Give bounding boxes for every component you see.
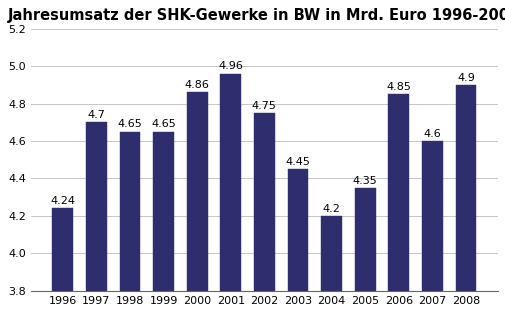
- Text: 4.9: 4.9: [456, 73, 474, 83]
- Text: 4.65: 4.65: [151, 119, 176, 129]
- Text: 4.75: 4.75: [251, 101, 276, 111]
- Title: Jahresumsatz der SHK-Gewerke in BW in Mrd. Euro 1996-2008: Jahresumsatz der SHK-Gewerke in BW in Mr…: [8, 8, 505, 23]
- Bar: [388, 94, 409, 291]
- Text: 4.65: 4.65: [117, 119, 142, 129]
- Bar: [287, 169, 308, 291]
- Bar: [421, 141, 442, 291]
- Text: 4.86: 4.86: [184, 80, 209, 90]
- Bar: [220, 73, 241, 291]
- Bar: [153, 132, 174, 291]
- Bar: [254, 113, 274, 291]
- Bar: [52, 208, 73, 291]
- Text: 4.2: 4.2: [322, 204, 340, 214]
- Text: 4.35: 4.35: [352, 176, 377, 186]
- Text: 4.85: 4.85: [386, 82, 411, 92]
- Text: 4.7: 4.7: [87, 110, 105, 120]
- Bar: [86, 122, 107, 291]
- Text: 4.45: 4.45: [285, 157, 310, 167]
- Bar: [454, 85, 476, 291]
- Bar: [354, 188, 375, 291]
- Bar: [321, 216, 341, 291]
- Text: 4.6: 4.6: [423, 129, 440, 139]
- Bar: [119, 132, 140, 291]
- Text: 4.96: 4.96: [218, 61, 243, 71]
- Bar: [186, 92, 207, 291]
- Text: 4.24: 4.24: [50, 196, 75, 206]
